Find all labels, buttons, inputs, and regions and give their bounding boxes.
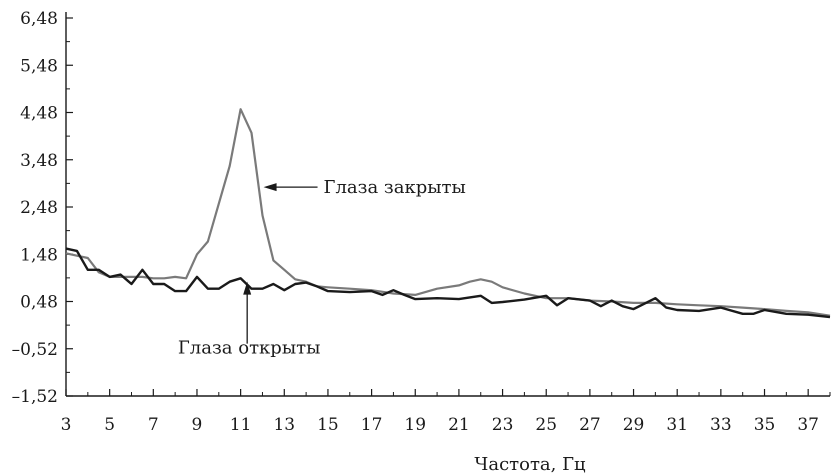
x-tick-label: 35 [754,415,776,435]
x-tick-label: 33 [710,415,732,435]
y-tick-label: 4,48 [20,104,58,124]
x-tick-label: 5 [104,415,115,435]
x-tick-label: 21 [448,415,470,435]
x-tick-label: 27 [579,415,601,435]
y-tick-label: –1,52 [12,387,58,407]
annotation-arrowhead [263,183,277,192]
ticks: –1,52–0,520,481,482,483,484,485,486,483 5… [12,9,831,435]
x-tick-label: 11 [230,415,252,435]
y-tick-label: 2,48 [20,198,58,218]
annotations: Глаза закрыты Глаза открыты [178,177,466,359]
y-tick-label: 0,48 [20,293,58,313]
axes [65,12,830,397]
y-tick-label: –0,52 [12,340,58,360]
x-tick-label: 23 [492,415,514,435]
x-tick-label: 9 [192,415,203,435]
x-tick-label: 17 [361,415,383,435]
x-tick-label: 25 [535,415,557,435]
annotation-arrowhead [243,281,252,295]
x-axis-title: Частота, Гц [474,454,586,474]
series-layer [65,108,831,319]
y-tick-label: 5,48 [20,56,58,76]
y-tick-label: 3,48 [20,151,58,171]
x-tick-label: 37 [797,415,819,435]
y-tick-label: 6,48 [20,9,58,29]
annotation-eyes-closed: Глаза закрыты [324,177,466,198]
x-tick-label: 19 [404,415,426,435]
x-tick-label: 7 [148,415,159,435]
x-tick-label: 3 [61,415,72,435]
series-line-eyes-open [65,247,831,319]
y-tick-label: 1,48 [20,245,58,265]
annotation-eyes-open: Глаза открыты [178,338,321,359]
x-tick-label: 13 [273,415,295,435]
series-line-eyes-closed [65,108,831,317]
x-tick-label: 31 [666,415,688,435]
x-tick-label: 29 [623,415,645,435]
x-tick-label: 15 [317,415,339,435]
